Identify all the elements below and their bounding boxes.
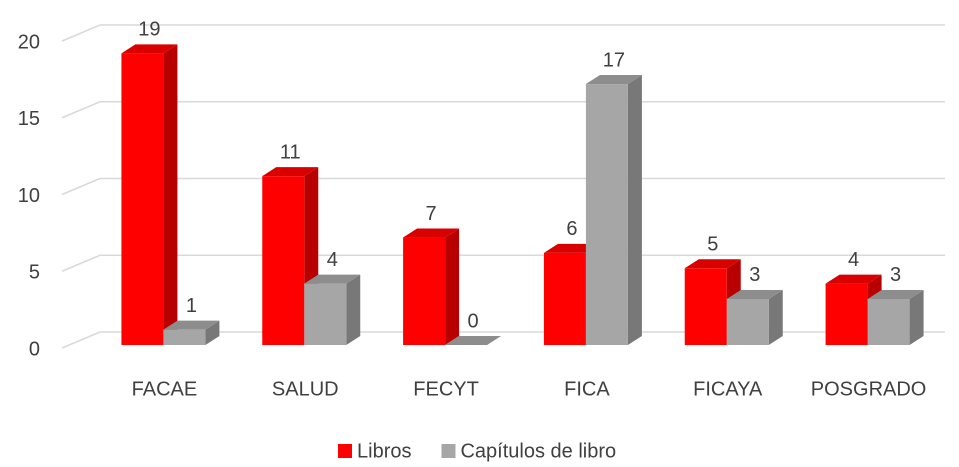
bar [445,336,502,345]
bar [867,289,924,345]
data-label: 3 [890,264,901,286]
bar-front [684,268,727,345]
x-tick-label: SALUD [272,378,339,400]
bar-top [403,228,460,238]
data-label: 11 [280,141,301,163]
x-tick-label: FECYT [413,378,479,400]
y-tick-label: 0 [29,338,40,360]
y-tick-label: 20 [18,31,40,53]
bar [163,320,220,345]
data-label: 6 [566,218,577,240]
bar-side [768,289,783,345]
data-label: 5 [707,234,718,256]
bar-front [543,252,586,345]
bar-front [726,298,769,345]
bar-side [346,274,361,345]
grid [61,24,945,349]
y-tick-label: 15 [18,108,40,130]
legend-label: Libros [357,440,411,462]
bar-side [205,320,220,345]
data-label: 19 [138,19,160,41]
bar-front [867,298,910,345]
bar-front [262,176,305,345]
x-tick-label: POSGRADO [811,378,927,400]
bar-top [726,289,783,299]
bar-top [684,259,741,269]
legend-label: Capítulos de libro [460,440,616,462]
bar-front [825,283,868,345]
x-tick-label: FICA [564,378,610,400]
bar-top [445,336,502,345]
bar-side [163,44,178,345]
bar-front [403,237,446,345]
legend-swatch [441,444,456,458]
bar-top [304,274,361,284]
bar [726,289,783,345]
bar [403,228,460,345]
grid-line [61,177,945,196]
grid-line [61,24,945,42]
bar-front [163,329,206,345]
bar [304,274,361,345]
bar-top [585,75,642,85]
y-tick-label: 5 [29,262,40,284]
data-label: 17 [603,49,625,71]
legend-swatch [338,444,352,458]
x-tick-label: FICAYA [693,378,763,400]
bar-front [585,84,628,346]
data-label: 4 [327,249,338,271]
bar [121,44,178,345]
grid-line [61,101,945,119]
data-label: 3 [749,264,760,286]
data-label: 7 [426,203,437,225]
y-tick-label: 10 [18,185,40,207]
grid-line [61,254,945,272]
bar-top [163,320,220,330]
bar-front [304,283,347,345]
bar-side [909,289,924,345]
bar-top [121,44,178,54]
bar-top [867,289,924,299]
data-label: 4 [848,249,859,271]
x-tick-label: FACAE [132,378,198,400]
data-label: 0 [468,310,479,332]
bar-side [627,75,642,346]
bar [262,167,319,345]
bar [585,75,642,346]
bar-side [445,228,460,345]
bar-top [825,274,882,284]
data-label: 1 [186,295,197,317]
legend: Libros Capítulos de libro [338,440,616,462]
bar-front [121,53,164,345]
grid-line [61,331,945,349]
bar-top [262,167,319,177]
